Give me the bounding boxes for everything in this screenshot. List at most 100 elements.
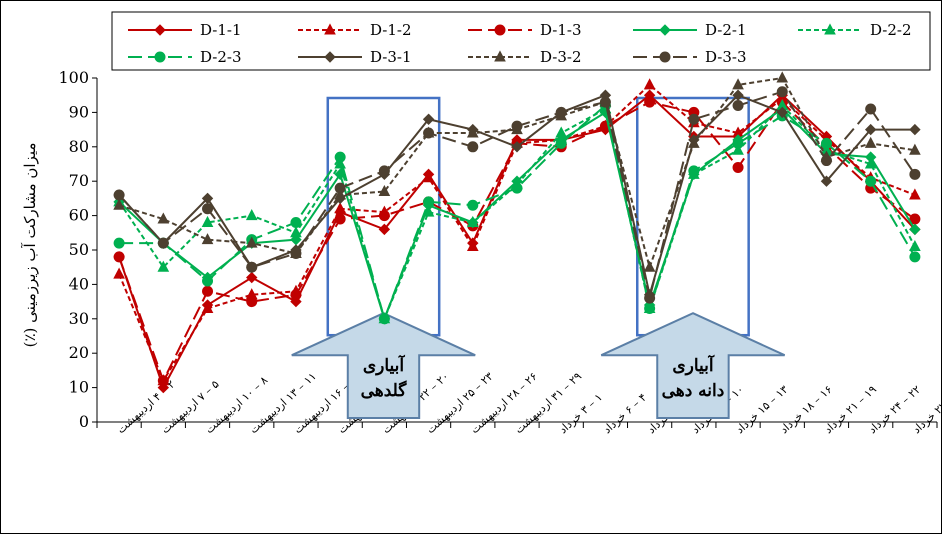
- data-point-D-2-2: [201, 215, 214, 227]
- data-point-D-3-2: [157, 212, 170, 224]
- data-point-D-1-2: [201, 301, 214, 313]
- data-point-D-3-1: [864, 123, 877, 136]
- y-tick-label: 50: [69, 240, 89, 259]
- legend-label: D-3-3: [705, 48, 747, 66]
- data-point-D-2-3: [865, 175, 877, 187]
- data-point-D-1-3: [113, 251, 125, 263]
- data-point-D-1-3: [157, 375, 169, 387]
- data-point-D-2-3: [820, 137, 832, 149]
- data-point-D-2-3: [334, 151, 346, 163]
- data-point-D-3-3: [820, 155, 832, 167]
- data-point-D-3-2: [864, 136, 877, 148]
- data-point-D-3-3: [467, 141, 479, 153]
- legend-item-D-1-2: D-1-2: [298, 21, 412, 39]
- irrigation-arrow: [291, 312, 476, 419]
- data-point-D-3-3: [644, 292, 656, 304]
- annotations: آبیاری گلدهی آبیاری دانه دهی: [291, 96, 786, 419]
- data-point-D-2-3: [113, 237, 125, 249]
- data-point-D-3-3: [113, 189, 125, 201]
- legend-marker: [154, 24, 166, 36]
- data-point-D-3-3: [202, 203, 214, 215]
- y-tick-label: 30: [69, 309, 89, 328]
- legend-label: D-2-2: [870, 21, 912, 39]
- data-point-D-1-2: [466, 239, 479, 252]
- legend-marker: [659, 24, 671, 36]
- data-point-D-3-2: [688, 136, 700, 148]
- series-layer: [113, 71, 921, 394]
- data-point-D-2-2: [290, 226, 302, 238]
- data-point-D-3-1: [422, 113, 435, 125]
- data-point-D-2-3: [467, 199, 479, 211]
- legend-item-D-2-1: D-2-1: [633, 21, 747, 39]
- y-tick-label: 40: [69, 274, 89, 293]
- data-point-D-3-3: [776, 86, 788, 98]
- data-point-D-2-2: [245, 209, 258, 221]
- data-point-D-1-3: [246, 296, 258, 308]
- data-point-D-3-3: [423, 127, 435, 139]
- data-point-D-2-3: [688, 165, 700, 177]
- data-point-D-1-2: [422, 171, 435, 183]
- y-tick-label: 60: [69, 206, 89, 225]
- data-point-D-2-2: [422, 205, 435, 217]
- data-point-D-3-2: [245, 236, 258, 248]
- data-point-D-2-2: [909, 239, 921, 252]
- data-point-D-2-2: [466, 215, 479, 227]
- y-tick-label: 10: [69, 378, 89, 397]
- data-point-D-3-3: [246, 261, 258, 273]
- data-point-D-3-3: [865, 103, 877, 115]
- data-point-D-2-3: [511, 182, 523, 194]
- data-point-D-3-2: [732, 78, 744, 90]
- data-point-D-2-3: [423, 196, 435, 208]
- legend-item-D-3-2: D-3-2: [468, 48, 582, 66]
- irrigation-label-line1: آبیاری: [672, 354, 715, 376]
- y-axis-label: میزان مشارکت آب زیرزمینی (٪): [21, 143, 39, 348]
- y-tick-label: 20: [69, 343, 89, 362]
- data-point-D-3-1: [909, 123, 921, 136]
- data-point-D-2-3: [644, 302, 656, 314]
- data-point-D-3-2: [113, 198, 125, 210]
- legend-item-D-2-2: D-2-2: [798, 21, 912, 39]
- y-tick-label: 90: [69, 102, 89, 121]
- legend-label: D-3-2: [540, 48, 582, 66]
- legend-item-D-1-1: D-1-1: [128, 21, 242, 39]
- data-point-D-2-2: [157, 260, 170, 272]
- y-tick-label: 0: [79, 412, 89, 431]
- data-point-D-3-3: [290, 247, 302, 259]
- data-point-D-1-3: [202, 285, 214, 297]
- irrigation-label-line1: آبیاری: [363, 354, 406, 376]
- data-point-D-3-3: [732, 100, 744, 112]
- data-point-D-1-3: [644, 96, 656, 108]
- legend-label: D-2-1: [705, 21, 747, 39]
- data-point-D-2-1: [909, 223, 921, 236]
- data-point-D-1-2: [643, 78, 656, 90]
- data-point-D-2-2: [334, 157, 346, 169]
- legend-item-D-1-3: D-1-3: [468, 21, 582, 39]
- data-point-D-3-1: [820, 175, 833, 187]
- legend-label: D-1-2: [370, 21, 412, 39]
- y-tick-label: 80: [69, 137, 89, 156]
- data-point-D-3-2: [378, 184, 391, 197]
- legend-marker: [494, 50, 506, 62]
- data-point-D-3-1: [511, 141, 523, 153]
- legend-marker: [154, 51, 166, 63]
- data-point-D-3-3: [334, 182, 346, 194]
- data-point-D-2-3: [378, 313, 390, 325]
- irrigation-arrow: [600, 312, 786, 419]
- data-point-D-1-3: [732, 161, 744, 173]
- data-point-D-2-3: [555, 137, 567, 149]
- data-point-D-3-3: [511, 120, 523, 132]
- data-point-D-1-3: [334, 213, 346, 225]
- data-point-D-3-3: [157, 237, 169, 249]
- legend-item-D-3-3: D-3-3: [633, 48, 747, 66]
- data-point-D-3-3: [909, 168, 921, 180]
- data-point-D-2-3: [202, 275, 214, 287]
- data-point-D-3-2: [776, 71, 789, 83]
- legend-marker: [659, 51, 671, 63]
- data-point-D-1-3: [378, 210, 390, 222]
- legend-marker: [324, 23, 336, 35]
- legend-marker: [324, 51, 336, 63]
- legend-marker: [824, 23, 836, 35]
- legend-label: D-2-3: [200, 48, 242, 66]
